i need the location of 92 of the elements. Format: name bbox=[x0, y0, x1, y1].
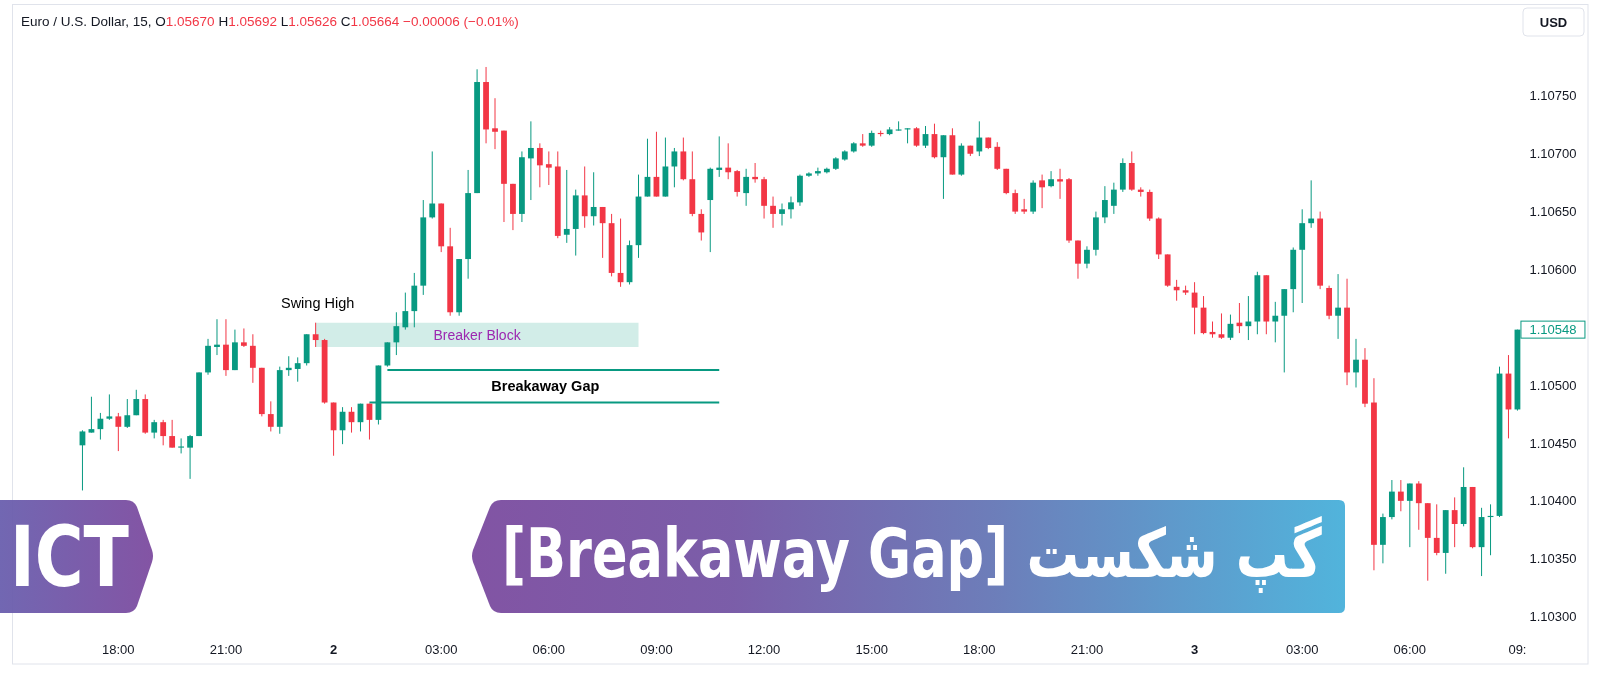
candlestick bbox=[429, 150, 436, 220]
x-tick-label: 18:00 bbox=[963, 642, 996, 657]
candlestick bbox=[1012, 189, 1019, 215]
candlestick bbox=[249, 333, 256, 384]
candlestick bbox=[1218, 312, 1225, 340]
candlestick bbox=[994, 141, 1001, 171]
y-tick-label: 1.10400 bbox=[1529, 493, 1577, 509]
candlestick bbox=[115, 412, 122, 452]
candlestick bbox=[169, 419, 176, 449]
annotation: Breaker Block bbox=[433, 326, 522, 343]
y-tick-label: 1.10700 bbox=[1529, 146, 1577, 162]
candlestick bbox=[267, 400, 274, 432]
x-tick-label: 2 bbox=[329, 642, 338, 657]
candlestick bbox=[402, 292, 409, 331]
y-tick-label: 1.10750 bbox=[1529, 88, 1577, 104]
candlestick bbox=[294, 356, 301, 383]
annotation: 1.10548 bbox=[1529, 322, 1577, 338]
candlestick bbox=[698, 208, 705, 242]
candlestick bbox=[187, 434, 193, 480]
x-tick-label: 3 bbox=[1190, 642, 1199, 657]
y-tick-label: 1.10300 bbox=[1529, 609, 1577, 625]
candlestick bbox=[151, 419, 158, 439]
x-tick-label: 09:00 bbox=[640, 642, 673, 657]
candlestick bbox=[779, 203, 785, 226]
candlestick bbox=[214, 318, 220, 356]
y-tick-label: 1.10450 bbox=[1529, 435, 1577, 451]
candlestick bbox=[1057, 168, 1063, 200]
candlestick bbox=[590, 171, 597, 226]
candlestick bbox=[1335, 273, 1341, 340]
candlestick bbox=[743, 168, 750, 207]
x-tick-label: 06:00 bbox=[1393, 642, 1427, 657]
candlestick bbox=[734, 169, 741, 198]
candlestick bbox=[1048, 170, 1054, 188]
x-tick-label: 12:00 bbox=[747, 642, 781, 657]
candlestick bbox=[178, 437, 185, 454]
candlestick bbox=[527, 120, 534, 201]
y-tick-label: 1.10600 bbox=[1529, 261, 1577, 277]
annotation: Breakaway Gap bbox=[491, 378, 600, 395]
candlestick bbox=[976, 120, 983, 157]
candlestick bbox=[1173, 279, 1180, 302]
y-tick-label: 1.10650 bbox=[1529, 204, 1577, 220]
candlestick bbox=[384, 341, 391, 368]
candlestick bbox=[133, 389, 140, 416]
y-tick-label: 1.10350 bbox=[1529, 551, 1577, 567]
candlestick bbox=[536, 142, 543, 188]
candlestick bbox=[1397, 479, 1404, 512]
annotation: Swing High bbox=[280, 294, 355, 311]
candlestick bbox=[1451, 496, 1458, 548]
x-tick-label: 15:00 bbox=[855, 642, 888, 657]
candlestick bbox=[1433, 503, 1440, 556]
candlestick bbox=[285, 355, 292, 377]
candlestick bbox=[922, 125, 929, 149]
candlestick bbox=[671, 147, 678, 188]
candlestick bbox=[1110, 182, 1117, 215]
candlestick bbox=[1415, 480, 1422, 531]
x-tick-label: 21:00 bbox=[209, 642, 243, 657]
candlestick bbox=[545, 150, 552, 186]
candlestick bbox=[1039, 174, 1046, 209]
candlestick bbox=[1353, 338, 1359, 388]
candlestick bbox=[97, 412, 104, 441]
x-tick-label: 21:00 bbox=[1070, 642, 1104, 657]
candlestick bbox=[1406, 483, 1413, 548]
candlestick bbox=[393, 311, 400, 356]
candlestick bbox=[124, 398, 131, 429]
candlestick bbox=[88, 396, 95, 434]
candlestick bbox=[752, 162, 759, 184]
candlestick bbox=[770, 196, 776, 229]
candlestick bbox=[1084, 245, 1090, 269]
candlestick bbox=[492, 97, 498, 150]
candlestick bbox=[1101, 185, 1108, 224]
candlestick bbox=[599, 206, 606, 259]
candlestick bbox=[814, 167, 821, 177]
candlestick bbox=[106, 393, 113, 421]
candlestick bbox=[563, 169, 570, 244]
candlestick bbox=[788, 196, 794, 220]
x-tick-label: 18:00 bbox=[102, 642, 135, 657]
x-tick-label: 03:00 bbox=[424, 642, 458, 657]
annotation: USD bbox=[1539, 15, 1568, 30]
text: Euro / U.S. Dollar, 15, O1.05670 H1.05692 L1.05626 C1.05664 −0.00006 (−0.01%) bbox=[21, 14, 519, 29]
x-tick-label: 03:00 bbox=[1285, 642, 1319, 657]
y-tick-label: 1.10500 bbox=[1529, 377, 1577, 393]
text: گپ شکست [Breakaway Gap] bbox=[502, 514, 1322, 594]
x-tick-label: 06:00 bbox=[532, 642, 566, 657]
text: ICT bbox=[10, 508, 130, 606]
candlestick bbox=[581, 165, 588, 229]
candlestick bbox=[716, 135, 723, 178]
candlestick bbox=[160, 419, 167, 446]
candlestick bbox=[1272, 301, 1279, 343]
candlestick bbox=[1075, 240, 1081, 280]
candlestick bbox=[312, 322, 319, 348]
candlestick bbox=[240, 327, 247, 348]
x-tick-label: 09: bbox=[1508, 642, 1527, 657]
